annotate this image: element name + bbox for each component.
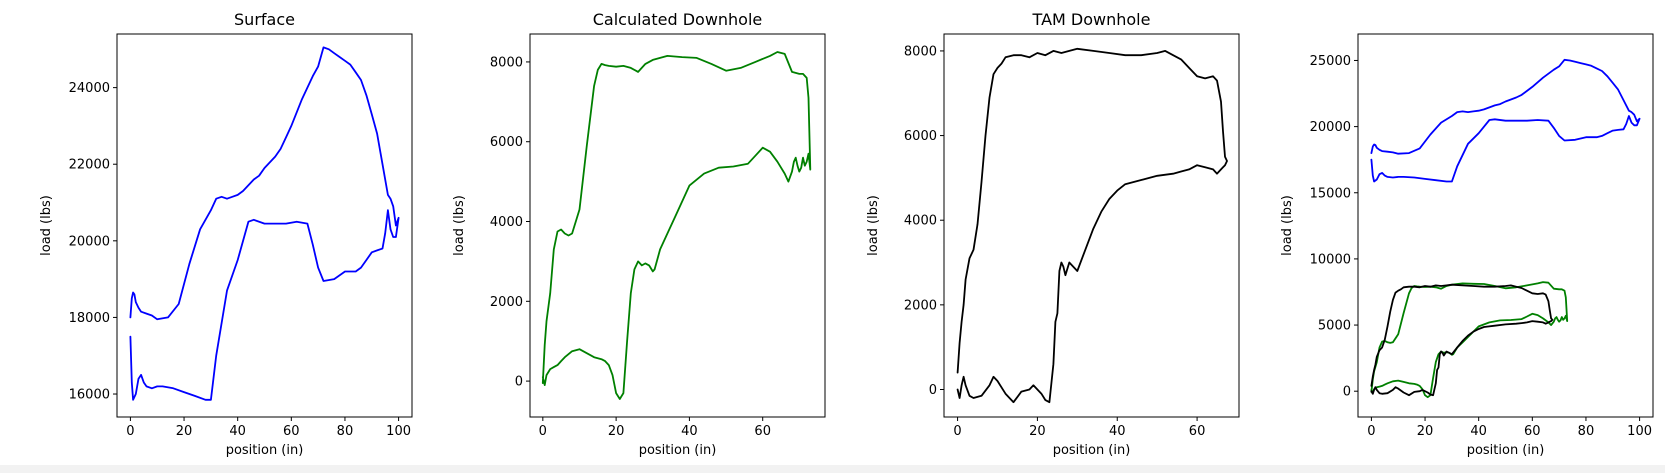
y-tick-label: 20000 <box>69 234 110 249</box>
y-tick-label: 20000 <box>1310 120 1351 135</box>
x-tick-label: 100 <box>386 424 411 439</box>
chart-title: TAM Downhole <box>1032 10 1151 29</box>
y-tick-label: 4000 <box>904 214 937 229</box>
x-tick-label: 0 <box>1367 424 1375 439</box>
chart-title: Calculated Downhole <box>593 10 763 29</box>
x-tick-label: 20 <box>1417 424 1434 439</box>
y-tick-label: 25000 <box>1310 54 1351 69</box>
y-tick-label: 4000 <box>490 215 523 230</box>
x-axis-label: position (in) <box>639 443 717 458</box>
x-axis-label: position (in) <box>226 443 304 458</box>
y-tick-label: 18000 <box>69 311 110 326</box>
chart-panel-4: 0 20 40 60 80 100 0 5000 10000 15000 20000 25000 pos… <box>1280 33 1654 458</box>
y-tick-label: 5000 <box>1318 319 1351 334</box>
x-tick-label: 100 <box>1627 424 1652 439</box>
bottom-strip <box>0 465 1665 473</box>
x-tick-label: 20 <box>1029 424 1046 439</box>
y-tick-label: 8000 <box>490 55 523 70</box>
axes-frame <box>116 33 413 418</box>
y-axis-label: load (lbs) <box>866 195 881 256</box>
y-tick-label: 8000 <box>904 44 937 59</box>
y-tick-label: 6000 <box>904 129 937 144</box>
chart-title: Surface <box>234 10 295 29</box>
y-tick-label: 0 <box>929 383 937 398</box>
y-tick-label: 24000 <box>69 81 110 96</box>
x-tick-label: 40 <box>681 424 698 439</box>
x-tick-label: 60 <box>1189 424 1206 439</box>
y-tick-label: 22000 <box>69 158 110 173</box>
y-tick-label: 0 <box>1343 385 1351 400</box>
chart-panel-3: 0 20 40 60 0 2000 4000 6000 8000 TAM Downhole posi… <box>866 10 1240 458</box>
chart-panel-2: 0 20 40 60 0 2000 4000 6000 8000 Calculated Downh… <box>452 10 826 458</box>
x-tick-label: 0 <box>126 424 134 439</box>
series-line-1 <box>541 51 812 400</box>
x-tick-label: 40 <box>1470 424 1487 439</box>
x-tick-label: 20 <box>608 424 625 439</box>
y-tick-label: 15000 <box>1310 186 1351 201</box>
x-tick-label: 60 <box>283 424 300 439</box>
y-tick-label: 16000 <box>69 388 110 403</box>
x-tick-label: 60 <box>754 424 771 439</box>
series-line-1 <box>956 47 1228 404</box>
chart-panel-1: 0 20 40 60 80 100 16000 18000 20000 22000 24000 Sur… <box>39 10 413 458</box>
y-axis-label: load (lbs) <box>39 195 54 256</box>
y-axis-label: load (lbs) <box>452 195 467 256</box>
x-tick-label: 80 <box>1578 424 1595 439</box>
x-tick-label: 40 <box>229 424 246 439</box>
x-tick-label: 20 <box>176 424 193 439</box>
x-tick-label: 80 <box>337 424 354 439</box>
series-line-3 <box>1370 283 1554 397</box>
x-tick-label: 60 <box>1524 424 1541 439</box>
series-line-1 <box>1370 58 1641 183</box>
y-tick-label: 2000 <box>490 295 523 310</box>
y-tick-label: 10000 <box>1310 252 1351 267</box>
x-tick-label: 0 <box>953 424 961 439</box>
y-tick-label: 2000 <box>904 298 937 313</box>
axes-frame <box>1357 33 1654 418</box>
series-line-2 <box>1370 281 1569 399</box>
axes-frame <box>943 33 1240 418</box>
x-tick-label: 40 <box>1109 424 1126 439</box>
axes-frame <box>529 33 826 418</box>
x-tick-label: 0 <box>539 424 547 439</box>
x-axis-label: position (in) <box>1053 443 1131 458</box>
y-tick-label: 6000 <box>490 135 523 150</box>
y-tick-label: 0 <box>515 375 523 390</box>
x-axis-label: position (in) <box>1467 443 1545 458</box>
y-axis-label: load (lbs) <box>1280 195 1295 256</box>
series-line-1 <box>129 46 400 401</box>
